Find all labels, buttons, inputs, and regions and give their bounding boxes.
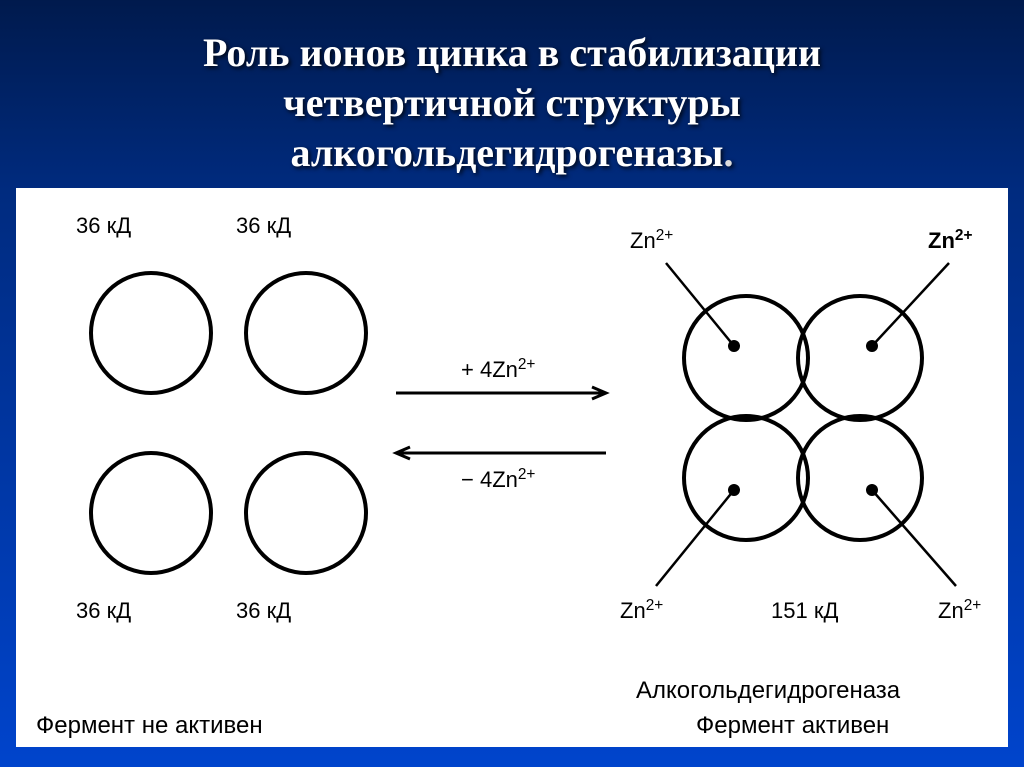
zn-label-0: Zn2+ (630, 227, 673, 254)
mass-label-left-2: 36 кД (76, 598, 131, 623)
title-area: Роль ионов цинка в стабилизации четверти… (0, 0, 1024, 198)
subunit-right-3 (798, 416, 922, 540)
caption-right-1: Алкогольдегидрогеназа (636, 677, 901, 704)
subunit-left-0 (91, 273, 211, 393)
title-line-1: Роль ионов цинка в стабилизации (60, 28, 964, 78)
zn-label-1: Zn2+ (928, 227, 972, 254)
title-text-3: алкогольдегидрогеназы (291, 130, 724, 175)
subunit-left-2 (91, 453, 211, 573)
mass-label-right: 151 кД (771, 598, 838, 623)
arrow-reverse-label: − 4Zn2+ (461, 466, 535, 493)
title-dot: . (723, 130, 733, 175)
mass-label-left-3: 36 кД (236, 598, 291, 623)
title-text-2: четвертичной структуры (283, 80, 741, 125)
subunit-right-0 (684, 296, 808, 420)
subunit-right-1 (798, 296, 922, 420)
subunit-left-3 (246, 453, 366, 573)
leader-line-0 (666, 263, 734, 346)
mass-label-left-1: 36 кД (236, 213, 291, 238)
arrow-forward-label: + 4Zn2+ (461, 356, 535, 383)
slide: Роль ионов цинка в стабилизации четверти… (0, 0, 1024, 767)
title-line-2: четвертичной структуры (60, 78, 964, 128)
caption-right-2: Фермент активен (696, 712, 889, 739)
zn-label-2: Zn2+ (620, 597, 663, 624)
diagram-panel: 36 кД 36 кД 36 кД 36 кД + 4Zn2+ − 4Zn2+ Zn2+ Zn… (16, 188, 1008, 747)
leader-line-1 (872, 263, 949, 346)
caption-left: Фермент не активен (36, 712, 263, 739)
mass-label-left-0: 36 кД (76, 213, 131, 238)
leader-line-2 (656, 490, 734, 586)
subunit-right-2 (684, 416, 808, 540)
title-line-3: алкогольдегидрогеназы. (60, 128, 964, 178)
diagram-svg: 36 кД 36 кД 36 кД 36 кД + 4Zn2+ − 4Zn2+ Zn2+ Zn… (16, 188, 1008, 747)
zn-label-3: Zn2+ (938, 597, 981, 624)
subunit-left-1 (246, 273, 366, 393)
title-text-1: Роль ионов цинка в стабилизации (203, 30, 821, 75)
